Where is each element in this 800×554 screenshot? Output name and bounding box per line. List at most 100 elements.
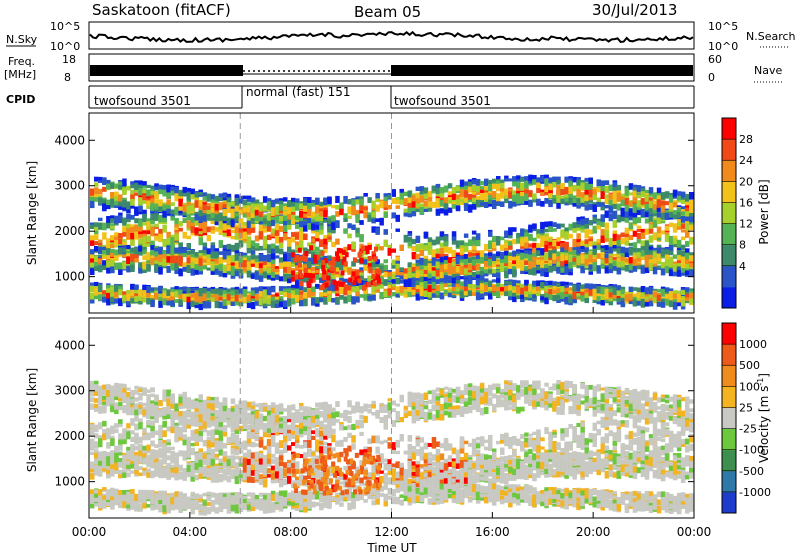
heatmap-cell — [455, 283, 461, 288]
heatmap-cell — [592, 263, 597, 272]
heatmap-cell — [198, 221, 203, 229]
heatmap-cell — [620, 300, 626, 305]
heatmap-cell — [423, 245, 429, 250]
heatmap-cell — [126, 247, 131, 255]
heatmap-cell — [399, 244, 404, 251]
heatmap-cell — [134, 180, 139, 184]
heatmap-cell — [146, 200, 151, 205]
heatmap-cell — [572, 195, 577, 200]
heatmap-cell — [463, 254, 469, 259]
heatmap-cell — [258, 266, 264, 274]
heatmap-cell — [238, 255, 244, 263]
cpid-panel: CPID twofsound 3501 normal (fast) 151 tw… — [6, 85, 695, 109]
heatmap-cell — [564, 190, 569, 197]
heatmap-cell — [371, 264, 376, 271]
heatmap-cell — [488, 231, 493, 237]
heatmap-cell — [556, 202, 561, 209]
heatmap-cell — [323, 210, 328, 218]
heatmap-cell — [512, 292, 517, 297]
heatmap-cell — [467, 275, 473, 281]
heatmap-cell — [600, 229, 605, 237]
heatmap-cell — [142, 236, 147, 243]
heatmap-cell — [110, 240, 115, 247]
heatmap-cell — [194, 302, 199, 308]
heatmap-cell — [391, 279, 396, 287]
heatmap-cell — [467, 198, 473, 203]
heatmap-cell — [584, 202, 589, 211]
heatmap-cell — [283, 266, 288, 273]
heatmap-cell — [612, 211, 618, 215]
heatmap-cell — [640, 210, 646, 217]
heatmap-cell — [556, 261, 561, 267]
heatmap-cell — [234, 206, 240, 212]
heatmap-cell — [439, 264, 445, 271]
heatmap-cell — [170, 202, 175, 207]
heatmap-cell — [504, 286, 509, 291]
heatmap-cell — [459, 199, 465, 203]
heatmap-cell — [500, 283, 505, 291]
heatmap-cell — [532, 227, 537, 232]
heatmap-cell — [226, 268, 232, 275]
heatmap-cell — [311, 289, 316, 296]
heatmap-cell — [616, 195, 622, 202]
heatmap-cell — [375, 259, 380, 265]
heatmap-cell — [331, 222, 336, 230]
heatmap-cell — [455, 194, 461, 202]
heatmap-cell — [295, 277, 300, 286]
heatmap-cell — [102, 265, 107, 271]
heatmap-cell — [138, 184, 143, 188]
heatmap-cell — [250, 298, 256, 302]
heatmap-cell — [90, 292, 95, 300]
heatmap-cell — [126, 244, 131, 250]
heatmap-cell — [315, 251, 320, 256]
heatmap-cell — [580, 240, 585, 248]
heatmap-cell — [339, 202, 344, 211]
heatmap-cell — [102, 250, 107, 255]
heatmap-cell — [94, 292, 99, 296]
heatmap-cell — [564, 227, 569, 233]
heatmap-cell — [114, 222, 119, 226]
heatmap-cell — [170, 237, 175, 244]
heatmap-cell — [106, 221, 111, 229]
heatmap-cell — [226, 193, 232, 200]
nsearch-tick-top: 10^5 — [708, 20, 738, 33]
heatmap-cell — [640, 289, 646, 297]
heatmap-cell — [544, 233, 549, 237]
heatmap-cell — [126, 264, 131, 268]
heatmap-cell — [592, 297, 597, 303]
heatmap-cell — [319, 272, 324, 280]
heatmap-cell — [234, 213, 240, 217]
heatmap-cell — [656, 199, 662, 208]
heatmap-cell — [427, 237, 433, 246]
heatmap-cell — [528, 289, 533, 295]
heatmap-cell — [588, 241, 593, 247]
heatmap-cell — [504, 244, 509, 252]
heatmap-cell — [138, 263, 143, 269]
heatmap-cell — [355, 285, 360, 293]
heatmap-cell — [146, 286, 151, 293]
heatmap-cell — [475, 179, 481, 186]
heatmap-cell — [572, 257, 577, 262]
heatmap-cell — [492, 191, 497, 198]
heatmap-cell — [564, 231, 569, 237]
heatmap-cell — [202, 301, 208, 309]
heatmap-cell — [154, 213, 159, 219]
heatmap-cell — [447, 191, 453, 196]
heatmap-cell — [427, 197, 433, 205]
heatmap-cell — [435, 261, 441, 269]
heatmap-cell — [343, 246, 348, 252]
heatmap-cell — [166, 256, 171, 263]
heatmap-cell — [130, 298, 135, 304]
heatmap-cell — [439, 193, 445, 198]
heatmap-cell — [122, 241, 127, 248]
heatmap-cell — [303, 201, 308, 209]
heatmap-cell — [130, 264, 135, 272]
heatmap-cell — [130, 233, 135, 240]
heatmap-cell — [274, 236, 280, 244]
heatmap-cell — [230, 295, 236, 300]
heatmap-cell — [484, 244, 489, 251]
heatmap-cell — [512, 181, 517, 187]
heatmap-cell — [118, 233, 123, 239]
heatmap-cell — [246, 211, 252, 217]
heatmap-cell — [560, 281, 565, 286]
